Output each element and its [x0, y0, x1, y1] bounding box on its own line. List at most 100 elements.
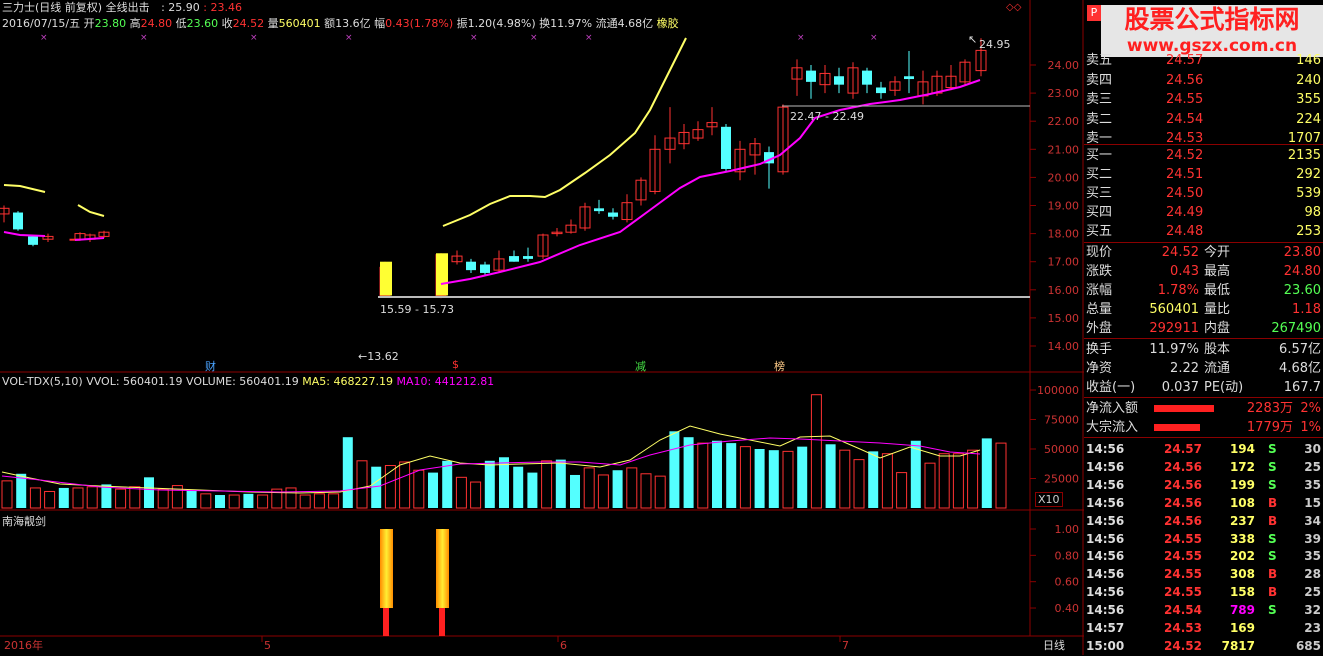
ask-volume: 224: [1296, 111, 1321, 127]
tick-count: 35: [1304, 477, 1321, 492]
candle-body: [565, 224, 577, 233]
ma10-value: MA10: 441212.81: [396, 375, 495, 388]
bid-price: 24.52: [1166, 148, 1204, 163]
volume-axis-label: 50000: [1044, 443, 1079, 456]
volume-unit-label: X10: [1035, 492, 1063, 507]
panel-toggle-icon[interactable]: ◇◇: [1006, 2, 1022, 13]
change-label: 幅: [374, 17, 386, 30]
dividend-marker[interactable]: $: [452, 358, 459, 371]
price-axis-label: 23.00: [1048, 87, 1080, 100]
candle-body: [42, 235, 54, 240]
candle-body: [509, 256, 519, 262]
reduction-marker[interactable]: 减: [635, 360, 646, 373]
period-button[interactable]: 日线: [1043, 639, 1065, 652]
stats-value: 4.68亿: [1279, 361, 1321, 376]
svg-text:×: ×: [797, 33, 805, 43]
ask-volume: 355: [1296, 92, 1321, 107]
tick-side: B: [1268, 495, 1278, 510]
open-label: 开: [83, 17, 95, 30]
volume-indicator-name[interactable]: VOL-TDX(5,10): [2, 375, 83, 388]
tick-price: 24.56: [1164, 459, 1202, 474]
volume-bar: [910, 440, 921, 508]
tick-row: 14:56 24.55 202 S 35: [1084, 547, 1323, 566]
volume-bar: [285, 487, 297, 509]
price-axis-label: 20.00: [1048, 171, 1080, 184]
quote-label: 最高: [1204, 264, 1231, 279]
volume-bar: [299, 494, 311, 509]
volume-bar: [924, 462, 936, 509]
ask-row[interactable]: 卖二 24.54 224: [1084, 110, 1323, 129]
bid-row[interactable]: 买二 24.51 292: [1084, 165, 1323, 184]
volume-bar: [29, 487, 41, 509]
volume-bar: [16, 473, 27, 508]
volume-bar: [215, 495, 225, 508]
ask-price: 24.56: [1166, 72, 1204, 88]
tick-count: 35: [1304, 549, 1321, 564]
flag-icon[interactable]: P: [1087, 5, 1101, 21]
tick-volume: 308: [1229, 567, 1255, 582]
high-price-label: 24.95: [979, 38, 1011, 51]
indicator-panel-name[interactable]: 南海靓剑: [2, 515, 46, 528]
ask-row[interactable]: 卖五 24.57 146: [1084, 51, 1323, 70]
candle-body: [678, 131, 690, 145]
bid-row[interactable]: 买三 24.50 539: [1084, 184, 1323, 203]
stats-value: 2.22: [1170, 361, 1199, 376]
volume-bar: [640, 473, 652, 509]
bid-price: 24.48: [1166, 224, 1204, 239]
candle-body: [551, 231, 563, 235]
ask-row[interactable]: 卖一 24.53 1707: [1084, 129, 1323, 148]
quote-value: 292911: [1149, 321, 1199, 336]
tick-row: 14:56 24.56 237 B 34: [1084, 512, 1323, 531]
svg-text:×: ×: [345, 33, 353, 43]
volume-bar: [101, 484, 112, 508]
volume-bar: [228, 494, 240, 509]
candle-body: [649, 148, 661, 192]
stock-name: 三力士(日线 前复权): [2, 1, 103, 14]
watermark-logo: 股票公式指标网 www.gszx.com.cn: [1101, 5, 1323, 63]
panel-divider: [1084, 144, 1323, 145]
bid-row[interactable]: 买五 24.48 253: [1084, 222, 1323, 241]
price-axis-label: 19.00: [1048, 200, 1080, 213]
candle-body: [451, 255, 463, 263]
stats-value: 6.57亿: [1279, 342, 1321, 357]
volume-bar: [712, 440, 722, 508]
finance-marker[interactable]: 财: [205, 360, 216, 373]
ask-row[interactable]: 卖三 24.55 355: [1084, 90, 1323, 109]
candle-body: [480, 264, 490, 273]
high-label: 高: [129, 17, 141, 30]
time-label-july: 7: [842, 639, 849, 652]
volume-bar: [782, 450, 794, 509]
sector-label[interactable]: 橡胶: [656, 17, 679, 30]
candle-body: [608, 212, 618, 217]
tick-volume: 237: [1229, 513, 1255, 528]
ask-price: 24.54: [1166, 111, 1204, 127]
ma-line-slow: [3, 231, 46, 237]
bid-volume: 98: [1304, 205, 1321, 220]
ask-price: 24.55: [1166, 92, 1204, 107]
float-shares-value: 流通4.68亿: [595, 17, 654, 30]
ask-row[interactable]: 卖四 24.56 240: [1084, 71, 1323, 90]
chart-canvas[interactable]: 24.00 23.00 22.00 21.00 20.00 19.00 18.00 17.00…: [0, 0, 1084, 655]
candle-body: [28, 236, 38, 245]
top-list-marker[interactable]: 榜: [774, 360, 785, 373]
tick-row: 14:56 24.55 308 B 28: [1084, 565, 1323, 584]
event-markers-top: × × × × × × × × ×: [40, 33, 878, 43]
quote-row: 涨幅 1.78% 最低 23.60: [1084, 281, 1323, 300]
bid-row[interactable]: 买四 24.49 98: [1084, 203, 1323, 222]
price-axis-label: 17.00: [1048, 256, 1080, 269]
watermark-title: 股票公式指标网: [1101, 5, 1323, 35]
tick-time: 14:56: [1086, 495, 1125, 510]
bar-date: 2016/07/15/五: [2, 17, 81, 30]
volume-bar: [399, 461, 411, 509]
volume-bar: [470, 481, 482, 509]
time-label-june: 6: [560, 639, 567, 652]
volume-bar: [313, 493, 325, 509]
indicator-name[interactable]: 全线出击: [105, 1, 150, 14]
ask-price: 24.53: [1166, 131, 1204, 146]
time-label-may: 5: [264, 639, 271, 652]
candle-body: [791, 67, 803, 80]
panel-divider: [1084, 437, 1323, 438]
tick-price: 24.55: [1164, 531, 1202, 546]
bid-row[interactable]: 买一 24.52 2135: [1084, 146, 1323, 165]
stats-label: 净资: [1086, 361, 1113, 376]
